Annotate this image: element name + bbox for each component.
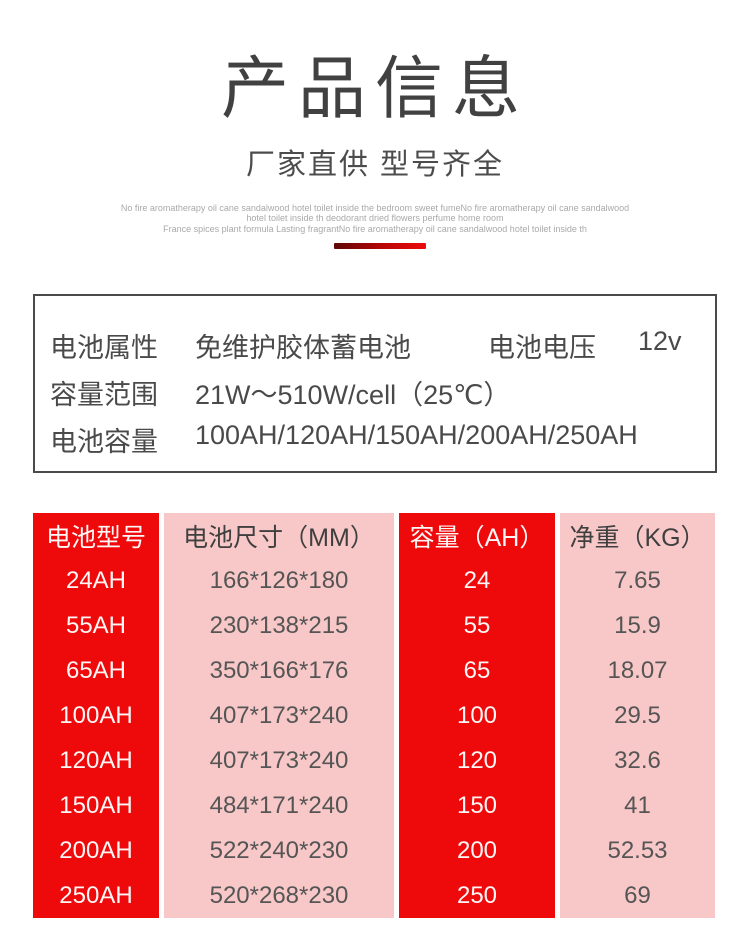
table-header-capacity: 容量（AH） bbox=[399, 513, 555, 558]
info-value-battery-attr: 免维护胶体蓄电池 bbox=[195, 333, 411, 363]
table-cell-capacity: 120 bbox=[399, 738, 555, 783]
table-cell-model: 200AH bbox=[33, 828, 159, 873]
table-cell-model: 150AH bbox=[33, 783, 159, 828]
info-label-battery-voltage: 电池电压 bbox=[488, 333, 596, 363]
table-cell-size: 166*126*180 bbox=[164, 558, 394, 603]
spec-table: 电池型号 电池尺寸（MM） 容量（AH） 净重（KG） 24AH 166*126… bbox=[33, 513, 715, 918]
table-cell-model: 55AH bbox=[33, 603, 159, 648]
info-label-capacity-range: 容量范围 bbox=[50, 380, 158, 410]
table-cell-model: 24AH bbox=[33, 558, 159, 603]
table-cell-weight: 15.9 bbox=[560, 603, 715, 648]
table-cell-size: 522*240*230 bbox=[164, 828, 394, 873]
marketing-text-line-2: hotel toilet inside th deodorant dried f… bbox=[246, 213, 504, 224]
table-cell-capacity: 24 bbox=[399, 558, 555, 603]
table-cell-model: 250AH bbox=[33, 873, 159, 918]
table-header-size: 电池尺寸（MM） bbox=[164, 513, 394, 558]
table-cell-weight: 52.53 bbox=[560, 828, 715, 873]
table-header-model: 电池型号 bbox=[33, 513, 159, 558]
table-cell-capacity: 65 bbox=[399, 648, 555, 693]
table-cell-capacity: 100 bbox=[399, 693, 555, 738]
table-cell-size: 520*268*230 bbox=[164, 873, 394, 918]
info-value-capacity-range: 21W～510W/cell（25℃） bbox=[195, 380, 511, 410]
red-divider-bar bbox=[334, 243, 426, 250]
info-label-battery-attr: 电池属性 bbox=[50, 333, 158, 363]
marketing-text-line-1: No fire aromatherapy oil cane sandalwood… bbox=[120, 202, 630, 213]
table-cell-model: 65AH bbox=[33, 648, 159, 693]
table-cell-weight: 29.5 bbox=[560, 693, 715, 738]
table-cell-weight: 18.07 bbox=[560, 648, 715, 693]
marketing-text: No fire aromatherapy oil cane sandalwood… bbox=[0, 203, 750, 235]
table-cell-weight: 7.65 bbox=[560, 558, 715, 603]
info-label-battery-capacity: 电池容量 bbox=[50, 427, 158, 457]
table-cell-capacity: 55 bbox=[399, 603, 555, 648]
table-cell-size: 484*171*240 bbox=[164, 783, 394, 828]
table-cell-size: 407*173*240 bbox=[164, 693, 394, 738]
table-cell-capacity: 250 bbox=[399, 873, 555, 918]
table-cell-weight: 32.6 bbox=[560, 738, 715, 783]
table-cell-capacity: 150 bbox=[399, 783, 555, 828]
product-info-box: 电池属性 免维护胶体蓄电池 电池电压 12v 容量范围 21W～510W/cel… bbox=[33, 294, 717, 473]
table-cell-model: 100AH bbox=[33, 693, 159, 738]
marketing-text-line-3: France spices plant formula Lasting frag… bbox=[163, 223, 587, 234]
page-header: 产品信息 厂家直供 型号齐全 No fire aromatherapy oil … bbox=[0, 0, 750, 250]
table-cell-capacity: 200 bbox=[399, 828, 555, 873]
table-header-weight: 净重（KG） bbox=[560, 513, 715, 558]
table-cell-size: 407*173*240 bbox=[164, 738, 394, 783]
page-title: 产品信息 bbox=[220, 51, 529, 127]
info-value-battery-capacity: 100AH/120AH/150AH/200AH/250AH bbox=[195, 420, 638, 450]
table-cell-size: 350*166*176 bbox=[164, 648, 394, 693]
page-subtitle: 厂家直供 型号齐全 bbox=[245, 148, 505, 181]
table-cell-weight: 41 bbox=[560, 783, 715, 828]
table-cell-weight: 69 bbox=[560, 873, 715, 918]
table-cell-size: 230*138*215 bbox=[164, 603, 394, 648]
info-value-battery-voltage: 12v bbox=[638, 326, 682, 356]
table-cell-model: 120AH bbox=[33, 738, 159, 783]
